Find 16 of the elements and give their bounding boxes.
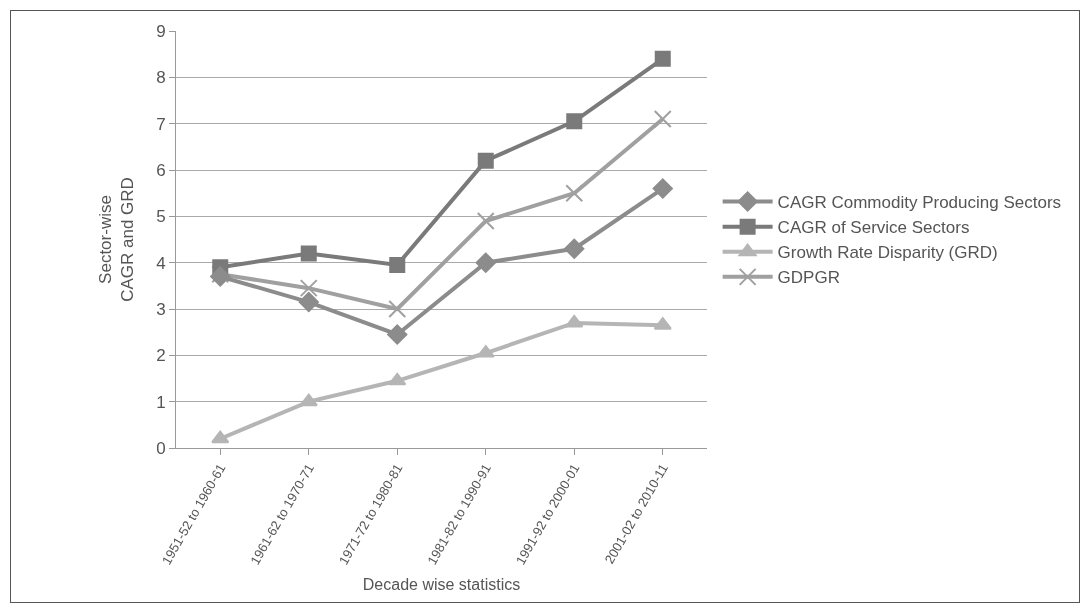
x-axis-title: Decade wise statistics bbox=[362, 575, 521, 593]
legend-label: CAGR of Service Sectors bbox=[777, 218, 970, 238]
y-tick-label: 2 bbox=[156, 346, 166, 366]
y-tick-label: 8 bbox=[156, 68, 166, 88]
legend-label: Growth Rate Disparity (GRD) bbox=[777, 243, 998, 263]
legend-label: CAGR Commodity Producing Sectors bbox=[777, 193, 1062, 213]
y-tick-label: 0 bbox=[156, 438, 166, 458]
y-tick-label: 9 bbox=[156, 21, 166, 41]
y-tick-label: 6 bbox=[156, 160, 166, 180]
y-axis-title: Sector-wise CAGR and GRD bbox=[95, 177, 137, 302]
y-tick-label: 1 bbox=[156, 392, 166, 412]
y-tick-label: 3 bbox=[156, 299, 166, 319]
y-tick-label: 5 bbox=[156, 207, 166, 227]
y-tick-label: 7 bbox=[156, 114, 166, 134]
y-tick-label: 4 bbox=[156, 253, 166, 273]
legend-label: GDPGR bbox=[777, 268, 840, 288]
